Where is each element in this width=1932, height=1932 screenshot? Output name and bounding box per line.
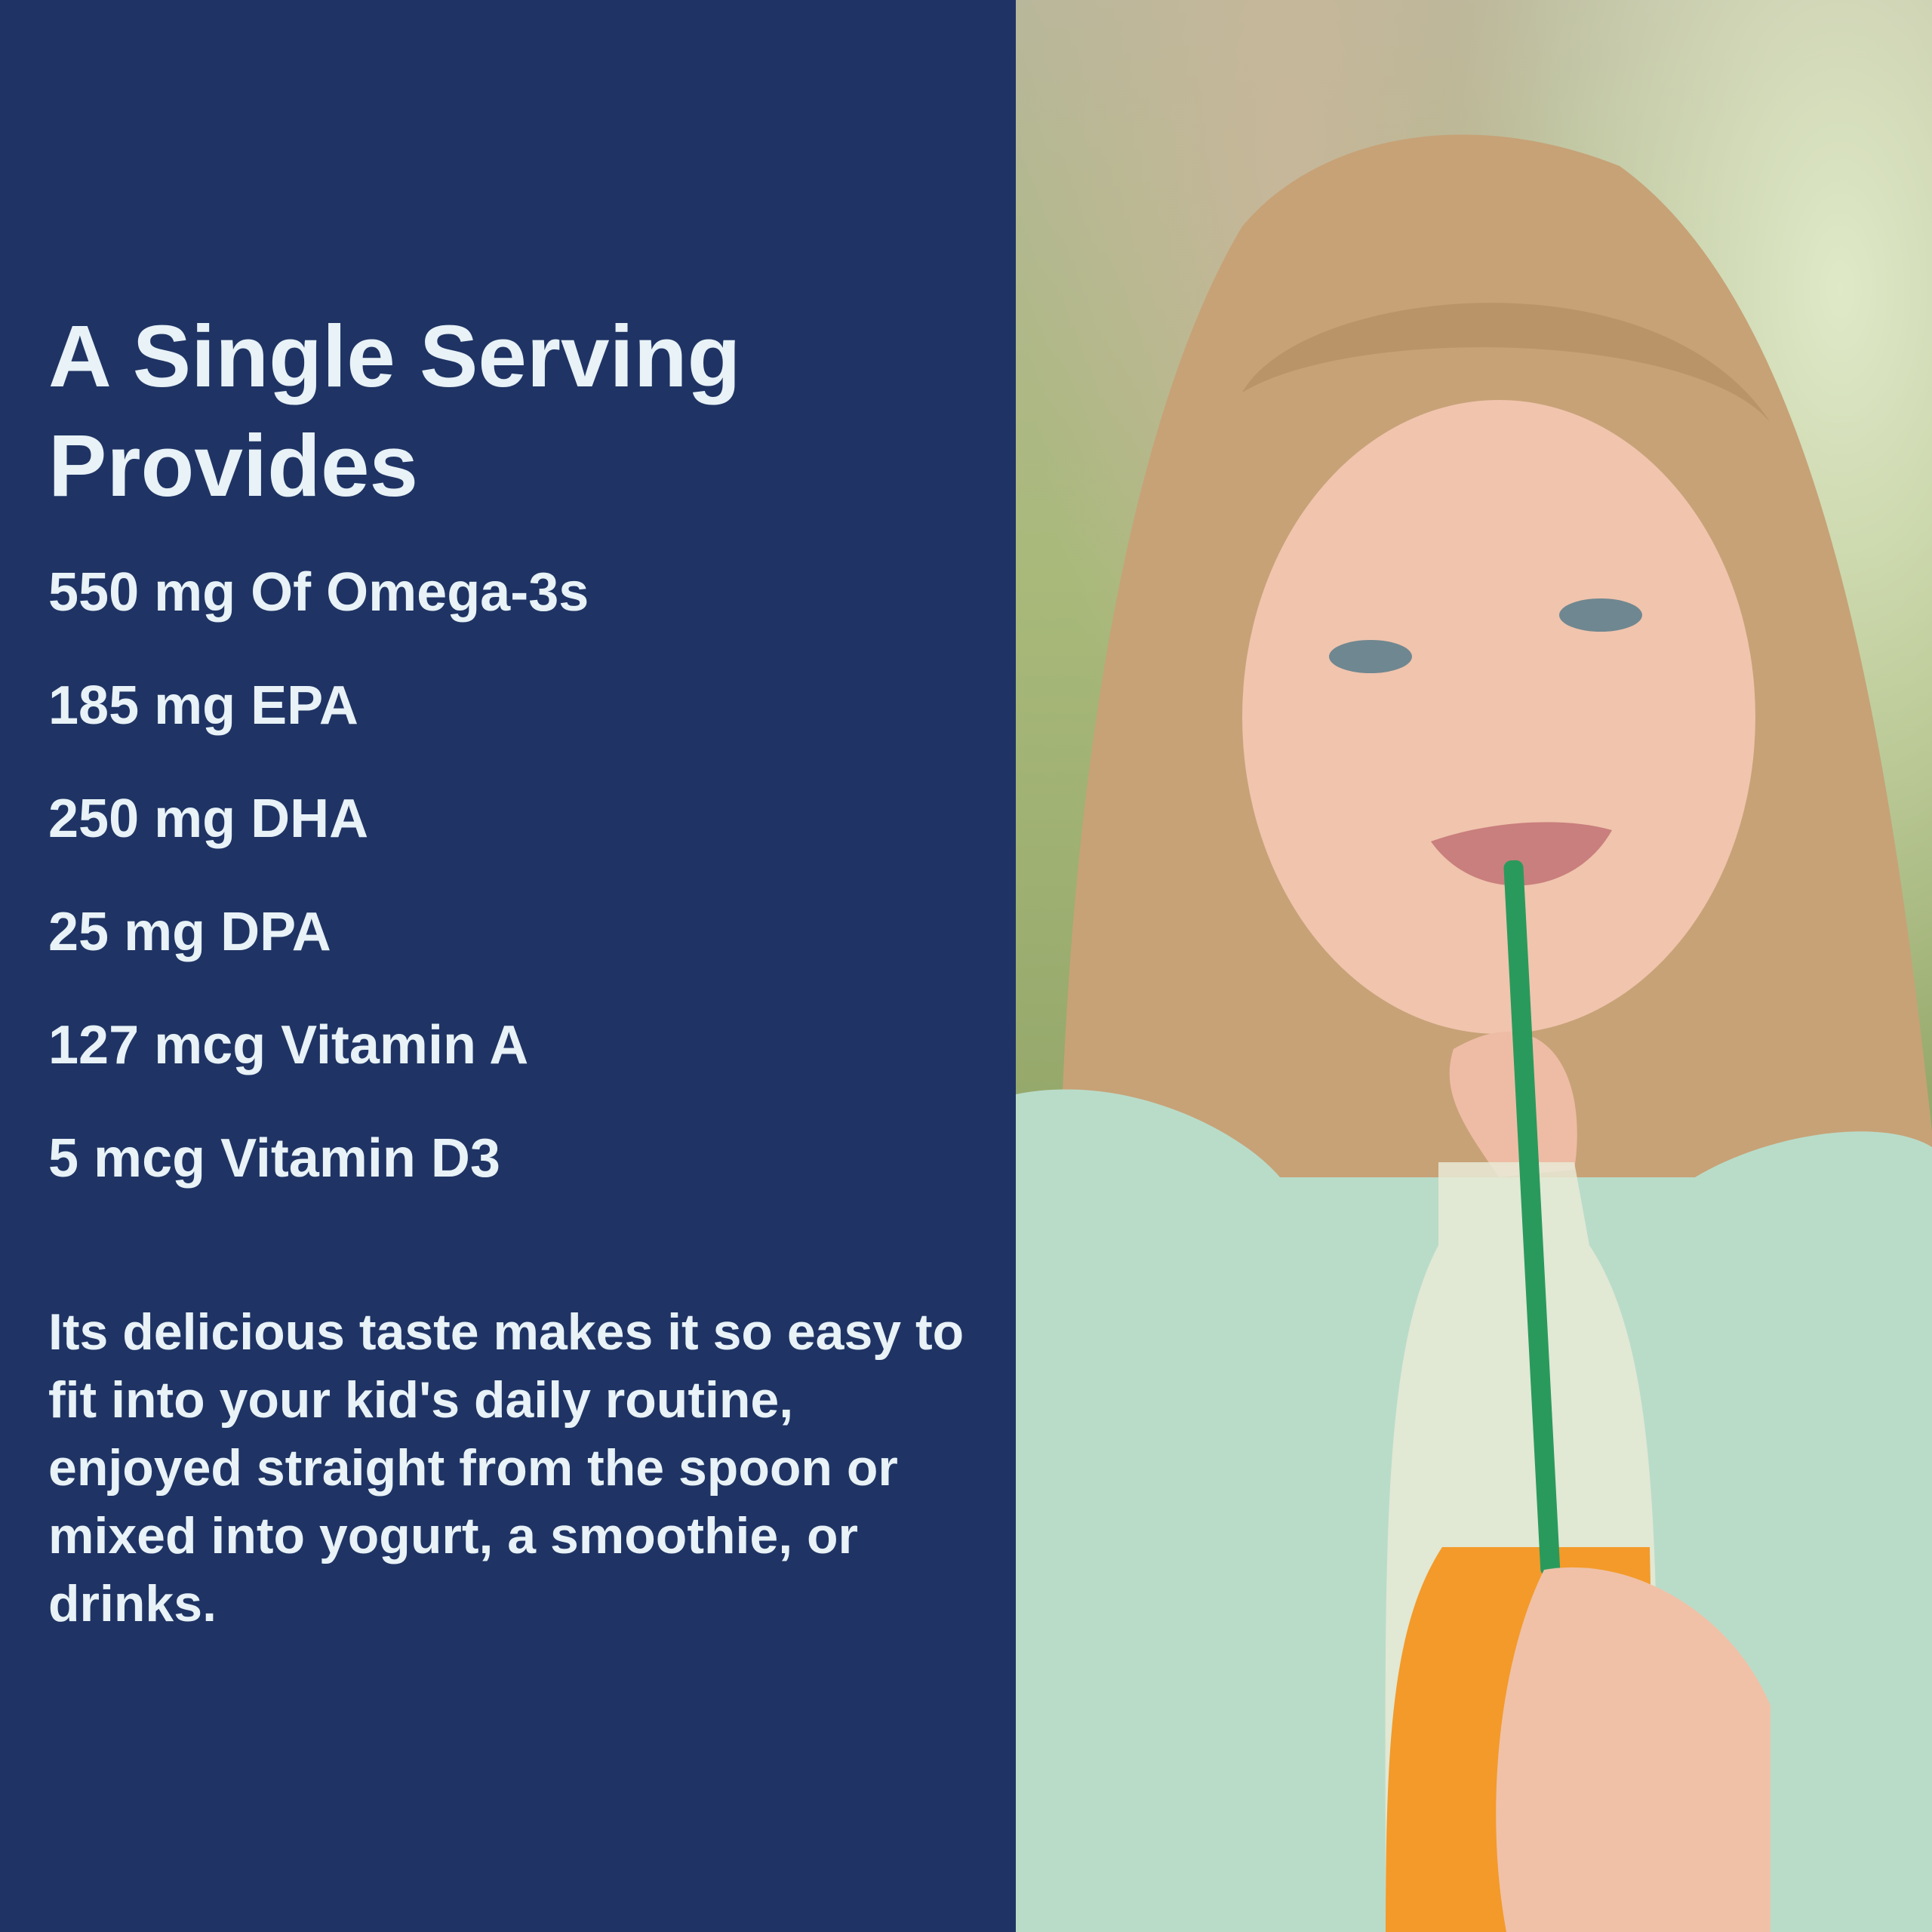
nutrient-item: 25 mg DPA — [48, 902, 331, 962]
nutrient-item: 5 mcg Vitamin D3 — [48, 1128, 500, 1189]
photo-girl-drinking-juice — [1016, 0, 1932, 1932]
photo-illustration — [1016, 134, 1932, 1932]
info-panel: A Single Serving Provides 550 mg Of Omeg… — [0, 0, 1016, 1932]
nutrient-item: 550 mg Of Omega-3s — [48, 562, 589, 623]
nutrient-list: 550 mg Of Omega-3s 185 mg EPA 250 mg DHA… — [48, 555, 589, 1234]
nutrient-item: 185 mg EPA — [48, 675, 358, 736]
nutrient-item: 127 mcg Vitamin A — [48, 1015, 529, 1075]
nutrient-item: 250 mg DHA — [48, 789, 369, 849]
description: Its delicious taste makes it so easy to … — [48, 1303, 964, 1632]
heading: A Single Serving Provides — [48, 307, 741, 515]
